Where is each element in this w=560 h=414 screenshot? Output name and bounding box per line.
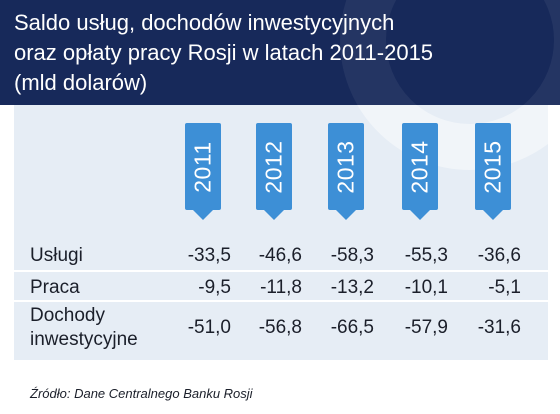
column-header: 2015 — [479, 139, 506, 194]
table-cell: -57,9 — [404, 317, 448, 338]
column-header: 2012 — [260, 139, 287, 194]
table-cell: -31,6 — [477, 317, 521, 338]
source-note: Źródło: Dane Centralnego Banku Rosji — [30, 386, 253, 401]
row-separator — [14, 270, 548, 272]
year-tag-2011: 2011 — [185, 123, 221, 220]
year-tag-2014: 2014 — [402, 123, 438, 220]
table-cell: -5,1 — [488, 277, 521, 298]
row-label-line: inwestycyjne — [30, 329, 138, 350]
title-line-2: oraz opłaty pracy Rosji w latach 2011-20… — [14, 40, 434, 65]
table-cell: -56,8 — [258, 317, 302, 338]
row-label: Usługi — [30, 244, 83, 266]
row-label-line: Dochody — [30, 305, 105, 326]
table-cell: -10,1 — [404, 277, 448, 298]
chart-title: Saldo usług, dochodów inwestycyjnych ora… — [14, 8, 544, 98]
table-cell: -11,8 — [260, 277, 302, 298]
row-separator — [14, 300, 548, 302]
table-cell: -13,2 — [330, 277, 374, 298]
row-label: Dochody inwestycyjne — [30, 304, 138, 352]
title-line-3: (mld dolarów) — [14, 70, 148, 95]
year-tag-2013: 2013 — [328, 123, 364, 220]
row-label: Praca — [30, 277, 80, 298]
header-banner: Saldo usług, dochodów inwestycyjnych ora… — [0, 0, 560, 105]
column-header: 2014 — [406, 139, 433, 194]
table-cell: -66,5 — [330, 317, 374, 338]
year-tag-2015: 2015 — [475, 123, 511, 220]
table-cell: -55,3 — [404, 244, 448, 266]
table-cell: -46,6 — [258, 244, 302, 266]
column-header: 2013 — [332, 139, 359, 194]
table-cell: -58,3 — [330, 244, 374, 266]
decorative-ring-panel — [340, 105, 548, 170]
title-line-1: Saldo usług, dochodów inwestycyjnych — [14, 10, 395, 35]
table-cell: -33,5 — [187, 244, 231, 266]
year-tag-2012: 2012 — [256, 123, 292, 220]
table-cell: -9,5 — [198, 277, 231, 298]
table-cell: -36,6 — [477, 244, 521, 266]
table-cell: -51,0 — [187, 317, 231, 338]
column-header: 2011 — [189, 140, 216, 193]
